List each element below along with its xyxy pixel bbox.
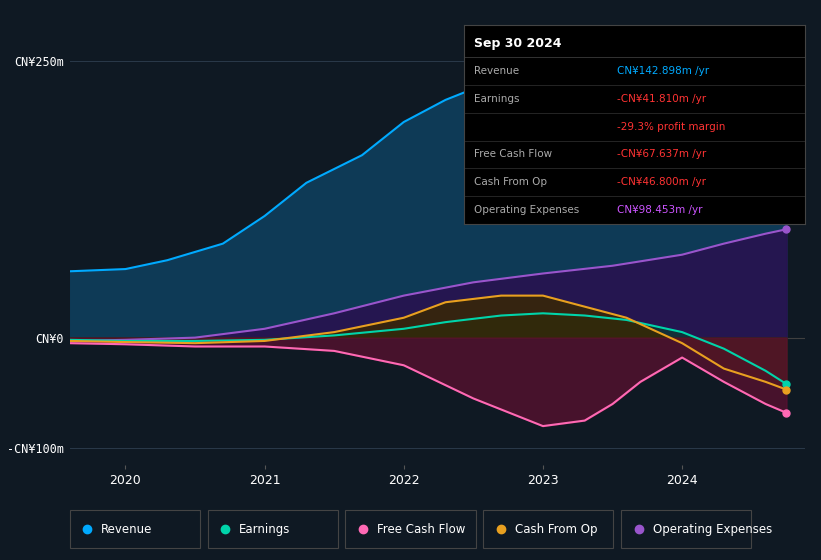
FancyBboxPatch shape [484, 510, 613, 548]
Text: Sep 30 2024: Sep 30 2024 [474, 36, 562, 50]
Text: CN¥142.898m /yr: CN¥142.898m /yr [617, 66, 709, 76]
Text: Revenue: Revenue [474, 66, 519, 76]
Text: Free Cash Flow: Free Cash Flow [377, 522, 466, 536]
Text: CN¥98.453m /yr: CN¥98.453m /yr [617, 205, 703, 215]
FancyBboxPatch shape [70, 510, 200, 548]
FancyBboxPatch shape [208, 510, 337, 548]
Text: -CN¥67.637m /yr: -CN¥67.637m /yr [617, 150, 706, 160]
Text: -29.3% profit margin: -29.3% profit margin [617, 122, 726, 132]
FancyBboxPatch shape [621, 510, 751, 548]
Text: Free Cash Flow: Free Cash Flow [474, 150, 553, 160]
Text: Earnings: Earnings [474, 94, 520, 104]
Text: Operating Expenses: Operating Expenses [474, 205, 580, 215]
Text: Earnings: Earnings [239, 522, 291, 536]
Text: -CN¥41.810m /yr: -CN¥41.810m /yr [617, 94, 706, 104]
Text: Cash From Op: Cash From Op [474, 178, 547, 187]
Text: Operating Expenses: Operating Expenses [653, 522, 772, 536]
Text: Cash From Op: Cash From Op [515, 522, 598, 536]
FancyBboxPatch shape [346, 510, 475, 548]
Text: -CN¥46.800m /yr: -CN¥46.800m /yr [617, 178, 706, 187]
Text: Revenue: Revenue [101, 522, 153, 536]
